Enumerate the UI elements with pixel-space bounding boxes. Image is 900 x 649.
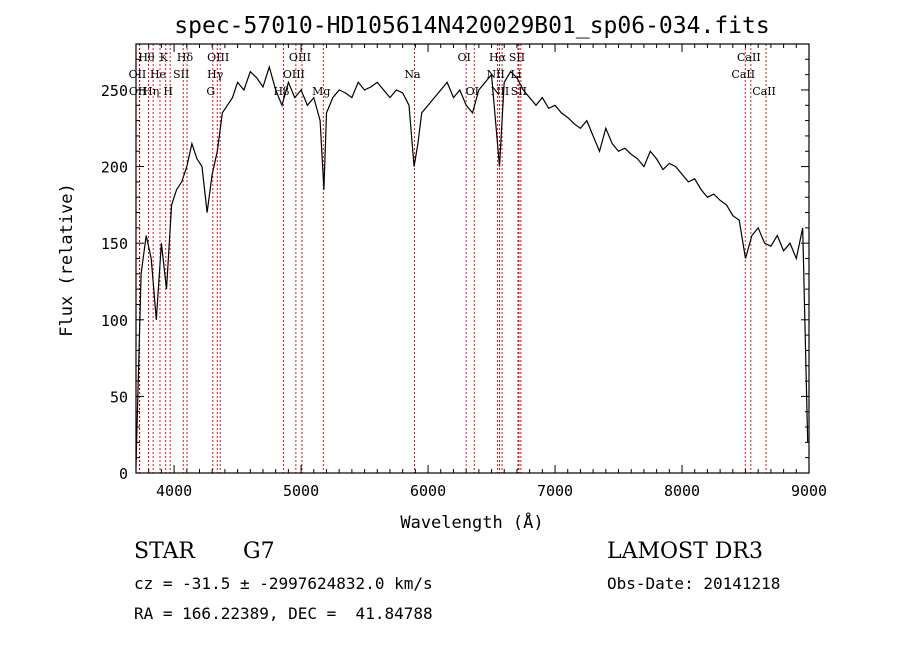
- x-tick-label-5: 9000: [791, 482, 827, 500]
- y-tick-label-5: 250: [101, 82, 128, 100]
- line-label-15: Mg: [312, 85, 330, 98]
- line-label-21: NII: [491, 85, 509, 98]
- line-label-17: OI: [457, 51, 470, 64]
- x-tick-label-1: 5000: [283, 482, 319, 500]
- y-axis-ticks: 0 50 100 150 200 250: [101, 58, 809, 483]
- x-axis-ticks: 4000 5000 6000 7000 8000 9000: [135, 44, 827, 500]
- x-tick-label-0: 4000: [156, 482, 192, 500]
- line-label-3: Hη: [143, 85, 159, 98]
- y-axis-label: Flux (relative): [57, 183, 77, 337]
- line-label-19: Hα: [489, 51, 507, 64]
- line-label-4: He: [150, 68, 166, 81]
- line-label-22: SII: [509, 51, 525, 64]
- line-label-14: OIII: [289, 51, 311, 64]
- line-label-2: OII: [129, 85, 147, 98]
- line-label-20: NII: [486, 68, 504, 81]
- line-label-26: CaII: [737, 51, 761, 64]
- line-label-18: OI: [466, 85, 479, 98]
- chart-title: spec-57010-HD105614N420029B01_sp06-034.f…: [174, 13, 769, 39]
- x-tick-label-3: 7000: [537, 482, 573, 500]
- spectrum-line: [135, 64, 809, 466]
- plot-frame: [135, 43, 810, 474]
- y-tick-label-2: 100: [101, 312, 128, 330]
- y-tick-label-1: 50: [110, 388, 128, 406]
- obs-date: Obs-Date: 20141218: [607, 574, 781, 593]
- line-label-8: Hδ: [177, 51, 194, 64]
- line-label-27: CaII: [752, 85, 776, 98]
- line-label-0: Hθ: [138, 51, 155, 64]
- line-label-7: SII: [173, 68, 189, 81]
- line-label-13: OIII: [283, 68, 305, 81]
- x-axis-label: Wavelength (Å): [400, 511, 543, 533]
- x-tick-label-2: 6000: [410, 482, 446, 500]
- ra-dec-readout: RA = 166.22389, DEC = 41.84788: [134, 604, 433, 623]
- line-label-9: OIII: [207, 51, 229, 64]
- class-label: STAR: [134, 539, 195, 564]
- line-label-25: CaII: [731, 68, 755, 81]
- line-label-11: G: [206, 85, 215, 98]
- y-tick-label-0: 0: [119, 465, 128, 483]
- cz-readout: cz = -31.5 ± -2997624832.0 km/s: [134, 574, 433, 593]
- line-label-24: Li: [511, 68, 522, 81]
- y-tick-label-4: 200: [101, 159, 128, 177]
- x-tick-label-4: 8000: [664, 482, 700, 500]
- line-label-6: H: [163, 85, 173, 98]
- line-label-10: Hγ: [207, 68, 224, 81]
- line-label-16: Na: [404, 68, 421, 81]
- line-label-5: K: [160, 51, 169, 64]
- y-tick-label-3: 150: [101, 235, 128, 253]
- spectral-line-markers: [138, 44, 767, 473]
- subclass-label: G7: [243, 539, 275, 564]
- survey-label: LAMOST DR3: [607, 539, 763, 564]
